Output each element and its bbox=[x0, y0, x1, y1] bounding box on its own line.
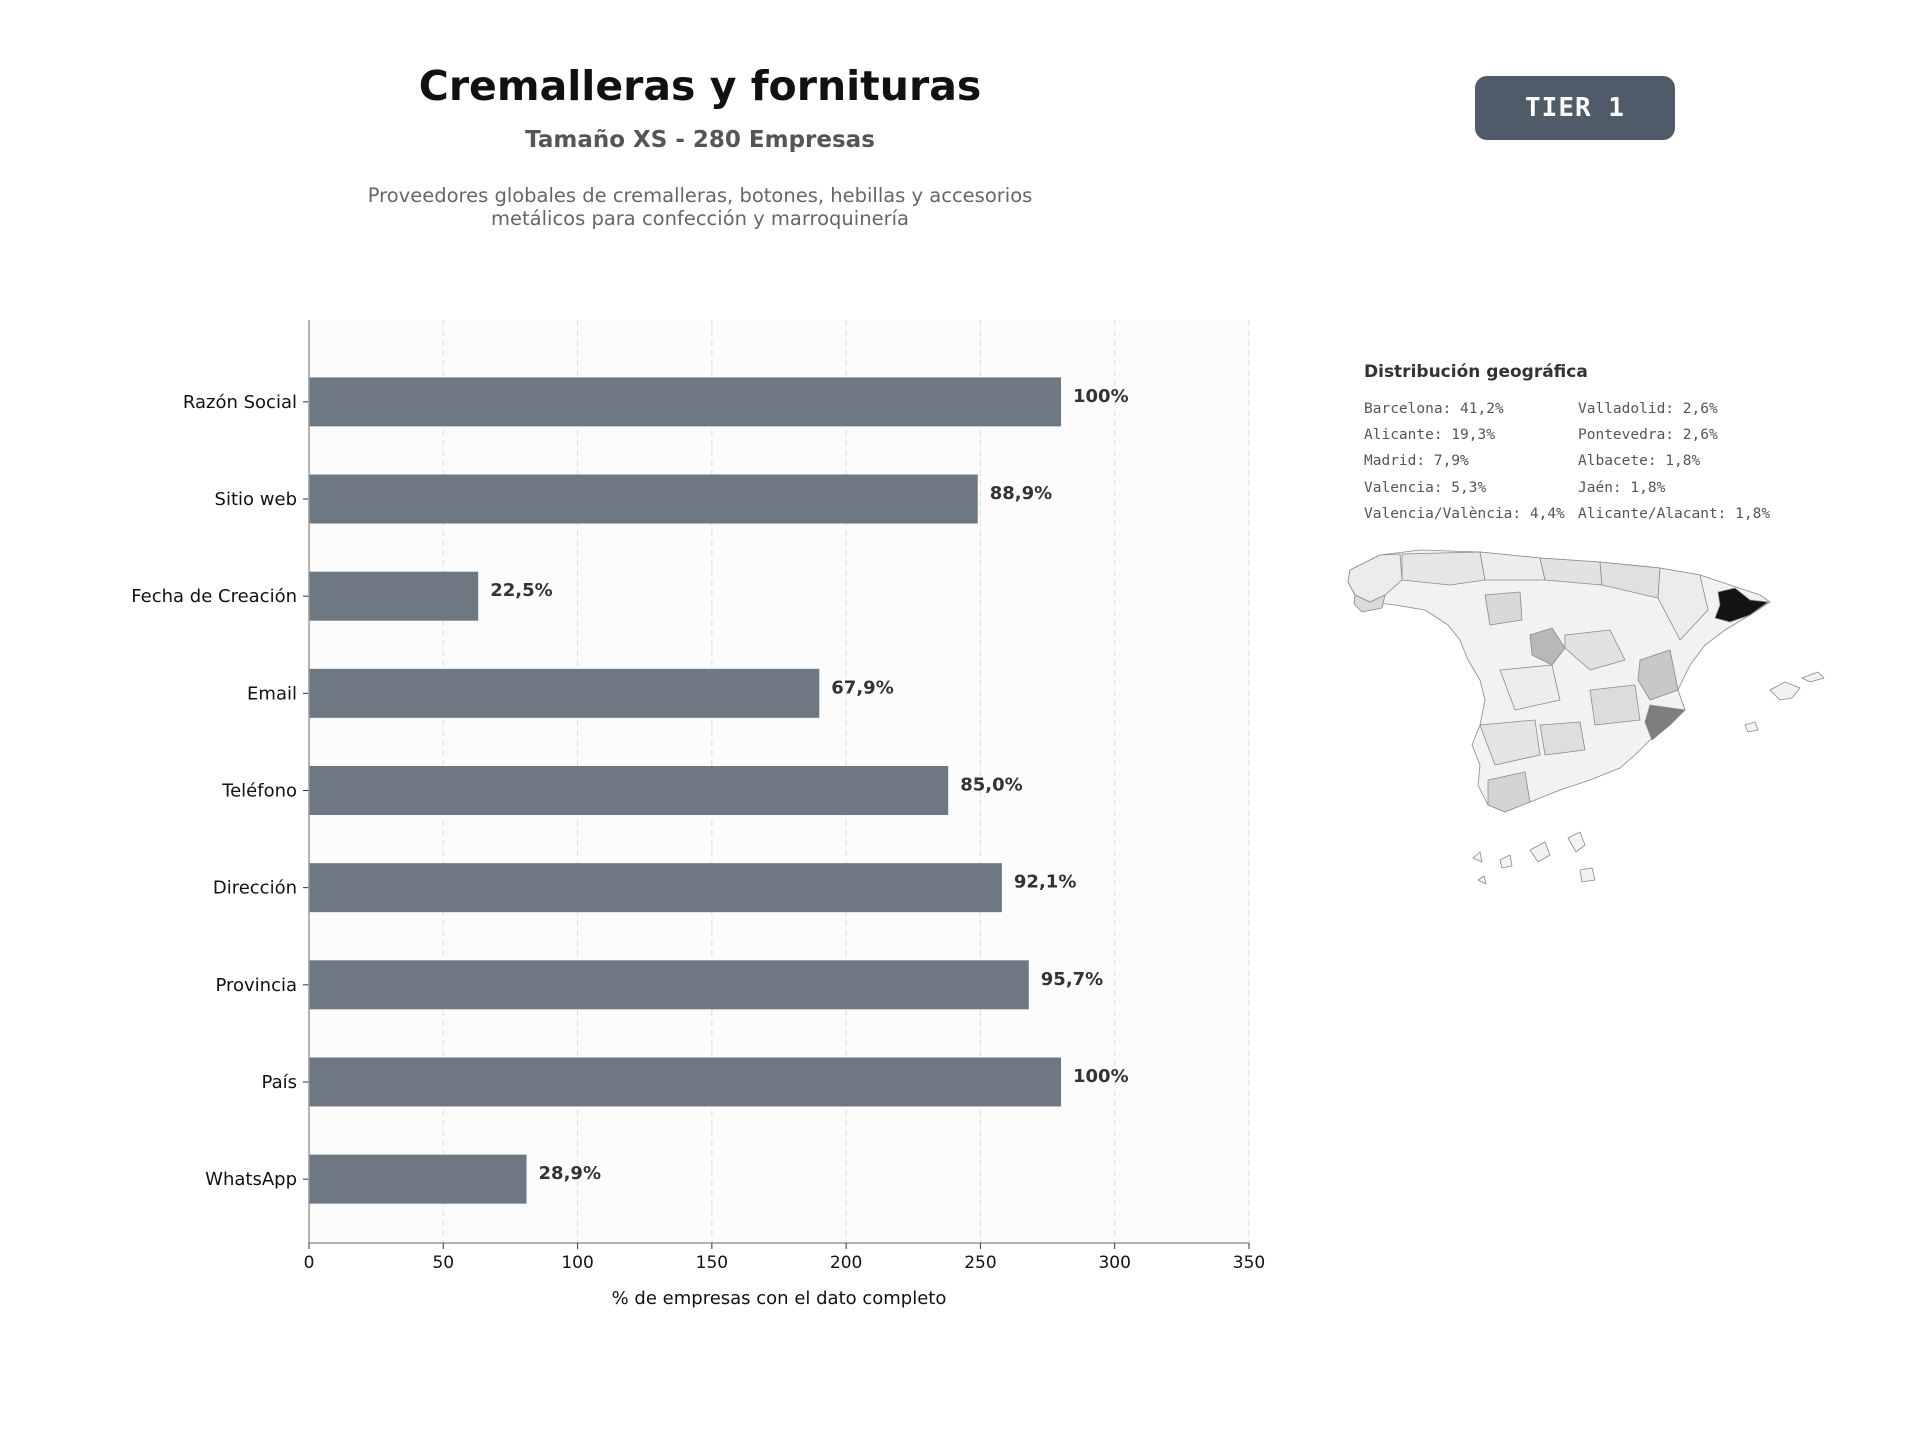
chart-subtitle: Tamaño XS - 280 Empresas bbox=[525, 127, 875, 153]
geo-distribution-title: Distribución geográfica bbox=[1364, 362, 1588, 382]
map-island bbox=[1801, 671, 1825, 683]
data-label: 100% bbox=[1073, 386, 1129, 407]
y-tick-label: Dirección bbox=[213, 878, 297, 899]
bar bbox=[309, 863, 1002, 913]
y-tick-label: Provincia bbox=[215, 975, 297, 996]
bar bbox=[309, 1057, 1061, 1107]
bar bbox=[309, 766, 949, 815]
map-region bbox=[1564, 629, 1626, 671]
data-label: 85,0% bbox=[960, 775, 1022, 796]
map-island bbox=[1529, 841, 1551, 863]
map-island bbox=[1499, 854, 1513, 869]
map-region bbox=[1487, 771, 1531, 813]
data-label: 92,1% bbox=[1014, 872, 1076, 893]
x-tick-label: 150 bbox=[696, 1253, 728, 1273]
description-line-1: Proveedores globales de cremalleras, bot… bbox=[367, 184, 1033, 207]
geo-item: Pontevedra: 2,6% bbox=[1578, 427, 1718, 443]
map-region-madrid bbox=[1529, 627, 1566, 666]
map-region bbox=[1499, 664, 1561, 711]
y-tick-label: Razón Social bbox=[183, 392, 297, 413]
map-region bbox=[1657, 567, 1709, 641]
geo-item: Valencia: 5,3% bbox=[1364, 480, 1487, 496]
map-island bbox=[1769, 681, 1801, 701]
data-label: 28,9% bbox=[539, 1163, 601, 1184]
x-tick-label: 250 bbox=[964, 1253, 996, 1273]
geo-item: Valladolid: 2,6% bbox=[1578, 401, 1718, 417]
map-region-albacete bbox=[1589, 684, 1641, 726]
data-label: 22,5% bbox=[490, 580, 552, 601]
map-region bbox=[1479, 551, 1546, 581]
bar bbox=[309, 1154, 527, 1204]
chart-description: Proveedores globales de cremalleras, bot… bbox=[300, 184, 1100, 230]
x-tick-label: 350 bbox=[1233, 1253, 1265, 1273]
x-tick-label: 0 bbox=[304, 1253, 315, 1273]
geo-item: Valencia/València: 4,4% bbox=[1364, 506, 1565, 522]
chart-title: Cremalleras y fornituras bbox=[418, 62, 982, 110]
bar bbox=[309, 571, 479, 621]
map-region-valencia bbox=[1637, 649, 1679, 701]
data-label: 88,9% bbox=[990, 483, 1052, 504]
map-region-valladolid bbox=[1484, 591, 1523, 626]
geo-item: Alicante/Alacant: 1,8% bbox=[1578, 506, 1771, 522]
map-island bbox=[1472, 851, 1483, 863]
x-tick-label: 50 bbox=[432, 1253, 454, 1273]
map-region-pontevedra bbox=[1353, 594, 1386, 613]
data-label: 100% bbox=[1073, 1066, 1129, 1087]
map-region-alicante bbox=[1644, 704, 1686, 741]
geo-item: Jaén: 1,8% bbox=[1578, 480, 1666, 496]
geo-item: Madrid: 7,9% bbox=[1364, 453, 1469, 469]
data-label: 95,7% bbox=[1041, 969, 1103, 990]
geo-item: Albacete: 1,8% bbox=[1578, 453, 1701, 469]
description-line-2: metálicos para confección y marroquinerí… bbox=[491, 207, 909, 230]
y-tick-label: Sitio web bbox=[215, 489, 297, 510]
geo-item: Alicante: 19,3% bbox=[1364, 427, 1495, 443]
bar bbox=[309, 474, 978, 524]
map-island bbox=[1477, 875, 1487, 885]
y-tick-label: WhatsApp bbox=[205, 1169, 297, 1190]
y-tick-label: Fecha de Creación bbox=[131, 586, 297, 607]
x-tick-label: 300 bbox=[1098, 1253, 1130, 1273]
x-tick-label: 100 bbox=[561, 1253, 593, 1273]
map-island bbox=[1579, 867, 1596, 883]
map-region bbox=[1479, 719, 1541, 766]
spain-map bbox=[1347, 549, 1825, 885]
x-axis-label: % de empresas con el dato completo bbox=[612, 1288, 947, 1309]
geo-item: Barcelona: 41,2% bbox=[1364, 401, 1504, 417]
map-region bbox=[1401, 551, 1486, 586]
data-label: 67,9% bbox=[831, 677, 893, 698]
y-tick-label: Teléfono bbox=[221, 781, 297, 802]
x-tick-label: 200 bbox=[830, 1253, 862, 1273]
map-region-barcelona bbox=[1714, 587, 1769, 623]
y-tick-label: Email bbox=[247, 683, 297, 704]
y-tick-label: País bbox=[262, 1072, 297, 1093]
map-island bbox=[1567, 831, 1586, 853]
map-region-jaen bbox=[1539, 721, 1586, 756]
tier-badge: TIER 1 bbox=[1475, 76, 1675, 140]
bar bbox=[309, 668, 820, 718]
bar bbox=[309, 377, 1061, 427]
map-island bbox=[1744, 721, 1759, 733]
map-mainland bbox=[1347, 549, 1771, 813]
bar bbox=[309, 960, 1029, 1010]
